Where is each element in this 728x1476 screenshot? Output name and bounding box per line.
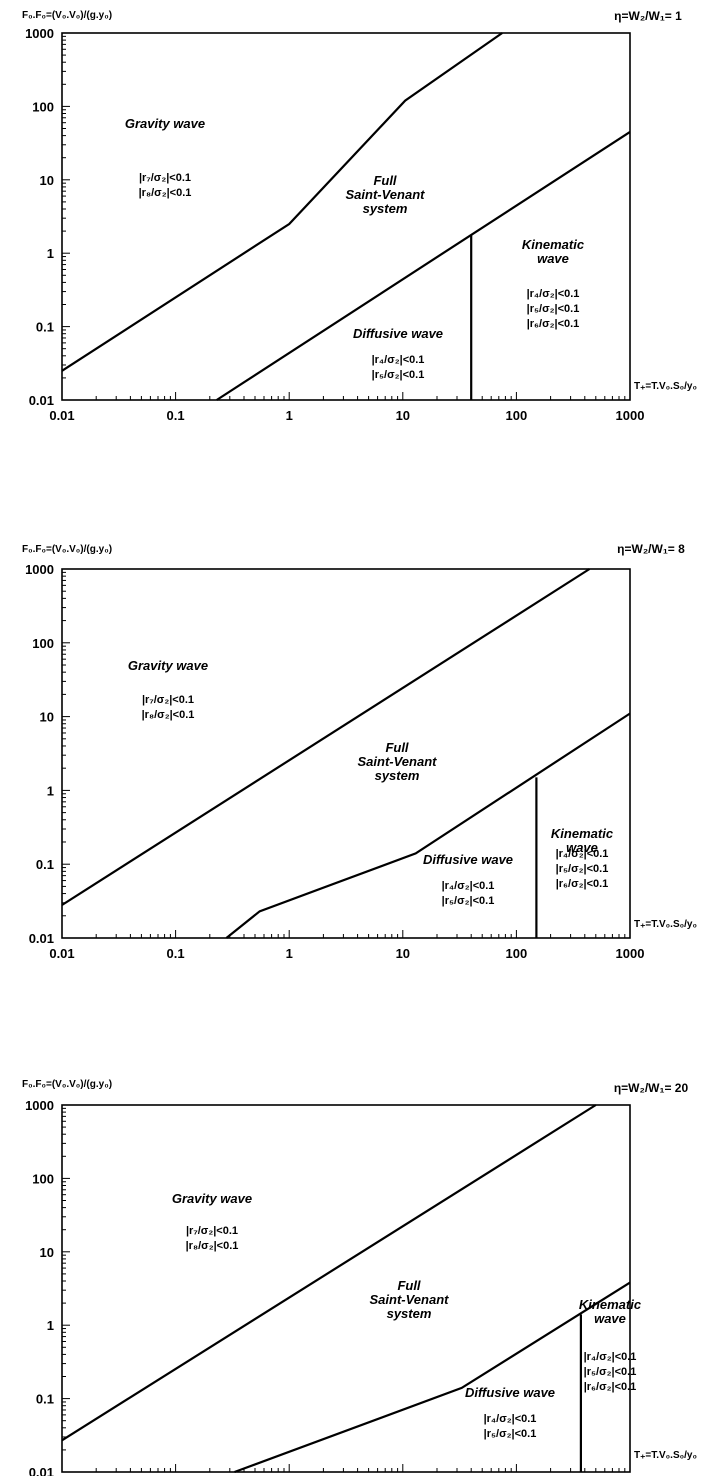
y-tick-label: 1000	[25, 1098, 54, 1113]
chart-panel-1: 0.01 0.1 1 10 100 1000 1000 100 10 1 0.1 0.01 F₀.F₀=…	[22, 9, 697, 423]
plot-frame	[61, 568, 631, 939]
region-condition: |r₄/σ₂|<0.1	[584, 1351, 637, 1363]
region-condition: |r₄/σ₂|<0.1	[442, 880, 495, 892]
y-tick-label: 100	[32, 636, 54, 651]
y-tick-label: 100	[32, 99, 54, 114]
region-label: Kinematic	[579, 1297, 642, 1312]
x-tick-label: 0.01	[49, 946, 74, 961]
y-axis-label: F₀.F₀=(V₀.V₀)/(g.y₀)	[22, 544, 112, 555]
region-label: wave	[594, 1311, 626, 1326]
region-condition: |r₆/σ₂|<0.1	[556, 878, 609, 890]
x-tick-label: 0.1	[167, 946, 185, 961]
region-condition: |r₅/σ₂|<0.1	[484, 1428, 537, 1440]
x-tick-label: 1	[286, 408, 293, 423]
region-condition: |r₈/σ₂|<0.1	[186, 1240, 239, 1252]
y-tick-label: 0.1	[36, 857, 54, 872]
region-label: Diffusive wave	[353, 326, 443, 341]
eta-parameter-label: η=W₂/W₁= 1	[614, 9, 682, 23]
region-label: Full	[373, 173, 396, 188]
regime-boundary-line-2	[216, 130, 631, 401]
region-label: Diffusive wave	[465, 1385, 555, 1400]
y-tick-label: 10	[40, 173, 54, 188]
y-tick-label: 0.1	[36, 320, 54, 335]
region-condition: |r₆/σ₂|<0.1	[527, 318, 580, 330]
x-tick-label: 1000	[616, 408, 645, 423]
y-tick-label: 10	[40, 710, 54, 725]
y-tick-label: 1	[47, 783, 54, 798]
region-label: system	[375, 768, 420, 783]
y-tick-label: 0.01	[29, 1465, 54, 1476]
y-axis-label: F₀.F₀=(V₀.V₀)/(g.y₀)	[22, 1079, 112, 1090]
x-tick-label: 0.1	[167, 408, 185, 423]
regime-boundary-line-1	[61, 1104, 597, 1442]
region-condition: |r₄/σ₂|<0.1	[484, 1413, 537, 1425]
region-condition: |r₄/σ₂|<0.1	[527, 288, 580, 300]
y-tick-label: 1000	[25, 562, 54, 577]
region-condition: |r₅/σ₂|<0.1	[527, 303, 580, 315]
y-axis-label: F₀.F₀=(V₀.V₀)/(g.y₀)	[22, 10, 112, 21]
region-label: Full	[397, 1278, 420, 1293]
region-label: Gravity wave	[125, 116, 205, 131]
plot-frame	[61, 1104, 631, 1473]
region-condition: |r₄/σ₂|<0.1	[556, 848, 609, 860]
region-label: Saint-Venant	[358, 754, 438, 769]
y-tick-label: 1	[47, 1318, 54, 1333]
region-label: Full	[385, 740, 408, 755]
region-label: system	[363, 201, 408, 216]
x-axis-label: T₊=T.V₀.S₀/y₀	[634, 919, 697, 930]
x-tick-label: 10	[396, 408, 410, 423]
region-label: wave	[566, 840, 598, 855]
chart-panel-2: 0.01 0.1 1 10 100 1000 1000 100 10 1 0.1 0.01 F₀.F₀=…	[22, 542, 697, 961]
regime-boundary-line-2	[225, 712, 631, 939]
x-tick-label: 100	[506, 408, 528, 423]
region-condition: |r₅/σ₂|<0.1	[556, 863, 609, 875]
region-label: Gravity wave	[128, 658, 208, 673]
y-tick-label: 1000	[25, 26, 54, 41]
regime-boundary-line-1	[61, 568, 591, 906]
region-label: Saint-Venant	[346, 187, 426, 202]
x-tick-label: 100	[506, 946, 528, 961]
y-tick-label: 1	[47, 246, 54, 261]
x-axis-label: T₊=T.V₀.S₀/y₀	[634, 1450, 697, 1461]
regime-boundary-line-1	[61, 32, 503, 372]
chart-panel-3: 0.010.1110100100010001001010.10.01F₀.F₀=…	[22, 1079, 697, 1476]
plot-frame	[61, 32, 631, 401]
x-tick-label: 1	[286, 946, 293, 961]
eta-parameter-label: η=W₂/W₁= 8	[617, 542, 685, 556]
region-label: system	[387, 1306, 432, 1321]
region-label: Gravity wave	[172, 1191, 252, 1206]
region-condition: |r₇/σ₂|<0.1	[139, 172, 191, 184]
x-tick-label: 1000	[616, 946, 645, 961]
y-tick-label: 0.01	[29, 931, 54, 946]
region-condition: |r₇/σ₂|<0.1	[142, 694, 194, 706]
region-condition: |r₄/σ₂|<0.1	[372, 354, 425, 366]
region-condition: |r₈/σ₂|<0.1	[139, 187, 192, 199]
region-condition: |r₅/σ₂|<0.1	[442, 895, 495, 907]
y-tick-label: 10	[40, 1245, 54, 1260]
eta-parameter-label: η=W₂/W₁= 20	[614, 1081, 689, 1095]
y-tick-label: 0.1	[36, 1392, 54, 1407]
regime-boundary-line-2	[234, 1281, 631, 1474]
region-label: Diffusive wave	[423, 852, 513, 867]
y-tick-label: 0.01	[29, 393, 54, 408]
region-label: Kinematic	[522, 237, 585, 252]
x-axis-label: T₊=T.V₀.S₀/y₀	[634, 381, 697, 392]
region-condition: |r₈/σ₂|<0.1	[142, 709, 195, 721]
x-tick-label: 0.01	[49, 408, 74, 423]
region-label: Kinematic	[551, 826, 614, 841]
region-condition: |r₅/σ₂|<0.1	[584, 1366, 637, 1378]
x-tick-label: 10	[396, 946, 410, 961]
region-condition: |r₅/σ₂|<0.1	[372, 369, 425, 381]
region-condition: |r₇/σ₂|<0.1	[186, 1225, 238, 1237]
region-label: Saint-Venant	[370, 1292, 450, 1307]
y-tick-label: 100	[32, 1171, 54, 1186]
region-condition: |r₆/σ₂|<0.1	[584, 1381, 637, 1393]
region-label: wave	[537, 251, 569, 266]
